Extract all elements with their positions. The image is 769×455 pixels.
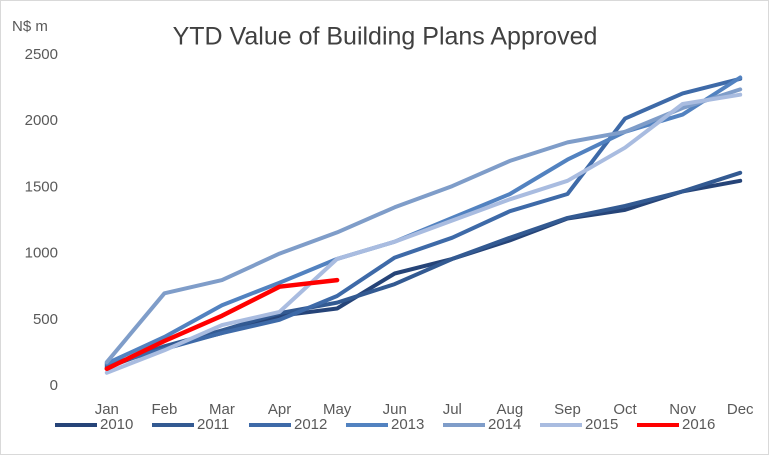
x-tick-label: Dec bbox=[727, 401, 754, 418]
x-tick-label: May bbox=[323, 401, 352, 418]
legend-label: 2012 bbox=[294, 416, 327, 433]
series-line bbox=[104, 277, 340, 372]
legend-label: 2011 bbox=[197, 416, 229, 433]
y-axis-label: N$ m bbox=[12, 18, 48, 35]
y-tick-label: 1500 bbox=[25, 178, 58, 195]
y-tick-label: 500 bbox=[33, 311, 58, 328]
x-tick-label: Jan bbox=[95, 401, 119, 418]
series-line bbox=[104, 170, 743, 370]
legend-label: 2010 bbox=[100, 416, 133, 433]
chart-title: YTD Value of Building Plans Approved bbox=[173, 23, 598, 51]
x-tick-label: Aug bbox=[497, 401, 524, 418]
x-tick-label: Jul bbox=[443, 401, 462, 418]
legend-label: 2014 bbox=[488, 416, 521, 433]
x-tick-label: Sep bbox=[554, 401, 581, 418]
legend-label: 2016 bbox=[682, 416, 715, 433]
y-tick-label: 2000 bbox=[25, 112, 58, 129]
x-tick-label: Oct bbox=[613, 401, 637, 418]
x-tick-label: Nov bbox=[669, 401, 696, 418]
series-line bbox=[104, 87, 743, 365]
legend-label: 2013 bbox=[391, 416, 424, 433]
legend-label: 2015 bbox=[585, 416, 618, 433]
y-tick-label: 0 bbox=[50, 377, 58, 394]
x-tick-label: Apr bbox=[268, 401, 291, 418]
x-tick-label: Feb bbox=[151, 401, 177, 418]
series-line bbox=[104, 76, 743, 367]
x-tick-label: Jun bbox=[383, 401, 407, 418]
x-tick-label: Mar bbox=[209, 401, 235, 418]
y-tick-label: 1000 bbox=[25, 245, 58, 262]
y-tick-label: 2500 bbox=[25, 46, 58, 63]
series-line bbox=[104, 92, 743, 375]
